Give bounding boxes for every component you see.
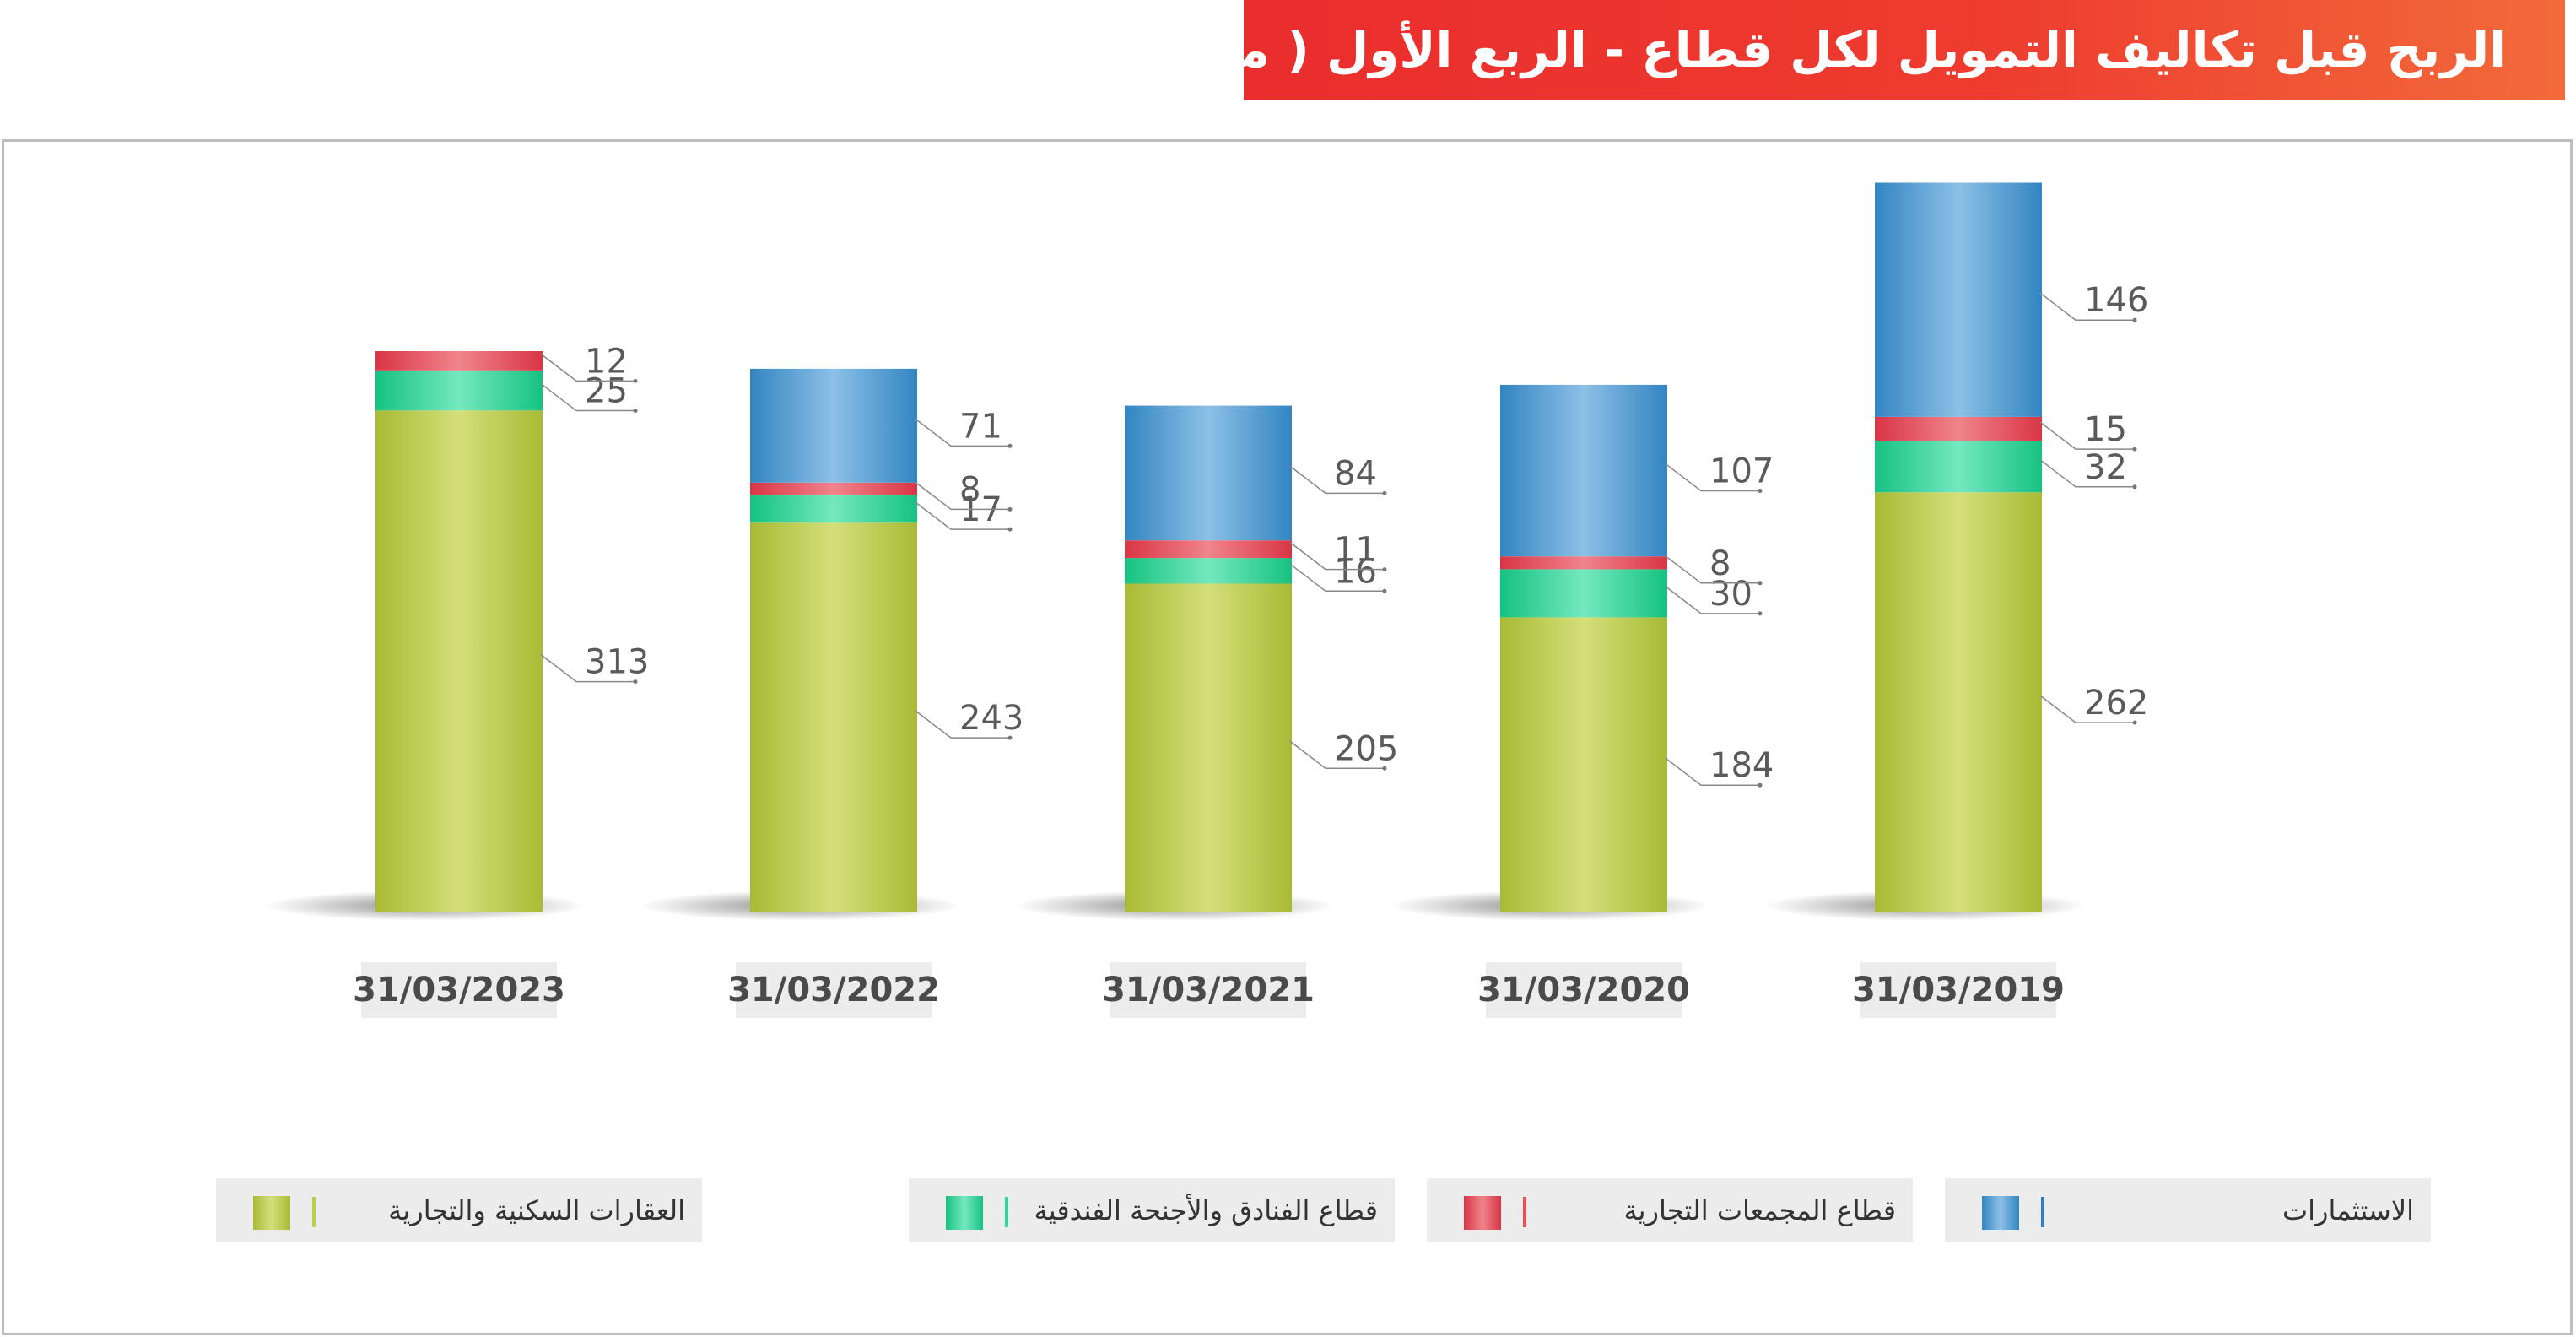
value-label-malls: 11 xyxy=(1334,531,1377,570)
leader-dot xyxy=(2132,447,2137,452)
legend-divider xyxy=(2041,1197,2044,1227)
value-label-investments: 84 xyxy=(1334,454,1377,493)
bar-segment-malls xyxy=(1500,556,1667,570)
leader-line xyxy=(2039,695,2135,723)
value-label-residential: 243 xyxy=(959,699,1023,738)
leader-dot xyxy=(1758,782,1763,788)
leader-dot xyxy=(1382,567,1387,572)
leader-dot xyxy=(633,409,638,414)
leader-dot xyxy=(1758,581,1763,586)
bar-segment-malls xyxy=(1875,416,2042,441)
bar-segment-investments xyxy=(1125,405,1292,541)
bar-segment-investments xyxy=(1500,384,1667,557)
bar-segment-hotels xyxy=(1875,441,2042,493)
bar-segment-hotels xyxy=(1500,569,1667,618)
leader-line xyxy=(1289,740,1385,769)
value-label-hotels: 16 xyxy=(1334,552,1377,591)
leader-line xyxy=(1289,542,1385,571)
bar-segment-residential xyxy=(1125,583,1292,912)
value-label-residential: 184 xyxy=(1709,746,1774,785)
legend-label-malls: قطاع المجمعات التجارية xyxy=(1623,1194,1896,1226)
leader-dot xyxy=(1382,490,1387,495)
value-label-malls: 15 xyxy=(2084,410,2127,449)
bar-segment-investments xyxy=(1875,182,2042,417)
value-label-residential: 313 xyxy=(585,643,649,682)
legend-item-residential: العقارات السكنية والتجارية xyxy=(216,1178,702,1242)
category-label: 31/03/2021 xyxy=(1102,962,1315,1018)
leader-line xyxy=(1665,555,1760,584)
value-label-residential: 205 xyxy=(1334,729,1398,768)
leader-dot xyxy=(2132,484,2137,490)
value-label-investments: 146 xyxy=(2084,281,2148,320)
bar-segment-hotels xyxy=(750,495,917,523)
leader-dot xyxy=(1382,588,1387,593)
value-label-malls: 12 xyxy=(585,342,628,381)
category-label: 31/03/2019 xyxy=(1852,962,2065,1018)
legend-divider xyxy=(312,1197,316,1227)
legend-divider xyxy=(1005,1197,1008,1227)
bar-segment-malls xyxy=(1125,540,1292,559)
value-label-residential: 262 xyxy=(2084,684,2148,723)
leader-line xyxy=(1665,586,1760,614)
leader-dot xyxy=(1758,489,1763,494)
leader-dot xyxy=(1007,735,1013,740)
value-label-investments: 107 xyxy=(1709,452,1774,491)
bar-segment-malls xyxy=(375,351,543,371)
leader-line xyxy=(2039,459,2135,488)
category-label: 31/03/2023 xyxy=(353,962,565,1018)
leader-line xyxy=(540,382,635,412)
leader-dot xyxy=(1007,443,1013,448)
legend-item-investments: الاستثمارات xyxy=(1945,1178,2431,1242)
leader-line xyxy=(540,353,635,382)
legend-label-investments: الاستثمارات xyxy=(2282,1194,2414,1226)
leader-line xyxy=(2039,292,2135,321)
leader-line xyxy=(1289,465,1385,495)
leader-dot xyxy=(1007,506,1013,512)
legend-swatch-investments xyxy=(1982,1196,2019,1230)
value-label-malls: 8 xyxy=(1709,544,1731,583)
category-label: 31/03/2020 xyxy=(1477,962,1690,1018)
leader-dot xyxy=(633,679,638,685)
leader-dot xyxy=(2132,317,2137,322)
legend-item-hotels: قطاع الفنادق والأجنحة الفندقية xyxy=(909,1178,1395,1242)
leader-line xyxy=(915,710,1010,739)
leader-line xyxy=(1289,563,1385,593)
legend-label-residential: العقارات السكنية والتجارية xyxy=(388,1194,685,1226)
legend-label-hotels: قطاع الفنادق والأجنحة الفندقية xyxy=(1034,1194,1378,1226)
bar-segment-residential xyxy=(1500,617,1667,912)
leader-dot xyxy=(633,378,638,383)
leader-dot xyxy=(2132,720,2137,725)
legend-swatch-malls xyxy=(1464,1196,1501,1230)
legend-swatch-hotels xyxy=(946,1196,983,1230)
leader-dot xyxy=(1758,611,1763,616)
leader-dot xyxy=(1007,527,1013,532)
leader-line xyxy=(1665,463,1760,492)
leader-line xyxy=(540,654,635,683)
leader-line xyxy=(915,418,1010,447)
bar-segment-residential xyxy=(750,522,917,912)
bar-segment-investments xyxy=(750,368,917,483)
bar-segment-hotels xyxy=(1125,558,1292,584)
value-label-malls: 8 xyxy=(959,470,980,509)
legend-swatch-residential xyxy=(253,1196,290,1230)
legend-divider xyxy=(1523,1197,1526,1227)
leader-line xyxy=(2039,421,2135,450)
leader-line xyxy=(915,501,1010,530)
leader-dot xyxy=(1382,766,1387,771)
chart-title-banner: الربح قبل تكاليف التمويل لكل قطاع - الرب… xyxy=(999,0,2565,100)
chart-title: الربح قبل تكاليف التمويل لكل قطاع - الرب… xyxy=(998,21,2506,78)
leader-line xyxy=(1665,757,1760,786)
value-label-investments: 71 xyxy=(959,407,1002,446)
value-label-hotels: 32 xyxy=(2084,448,2127,487)
value-label-hotels: 25 xyxy=(585,372,628,411)
bar-segment-malls xyxy=(750,482,917,495)
leader-line xyxy=(915,481,1010,511)
bar-segment-residential xyxy=(375,410,543,912)
bar-segment-hotels xyxy=(375,370,543,411)
category-label: 31/03/2022 xyxy=(727,962,940,1018)
legend-item-malls: قطاع المجمعات التجارية xyxy=(1427,1178,1913,1242)
value-label-hotels: 30 xyxy=(1709,575,1752,614)
bar-segment-residential xyxy=(1875,492,2042,912)
